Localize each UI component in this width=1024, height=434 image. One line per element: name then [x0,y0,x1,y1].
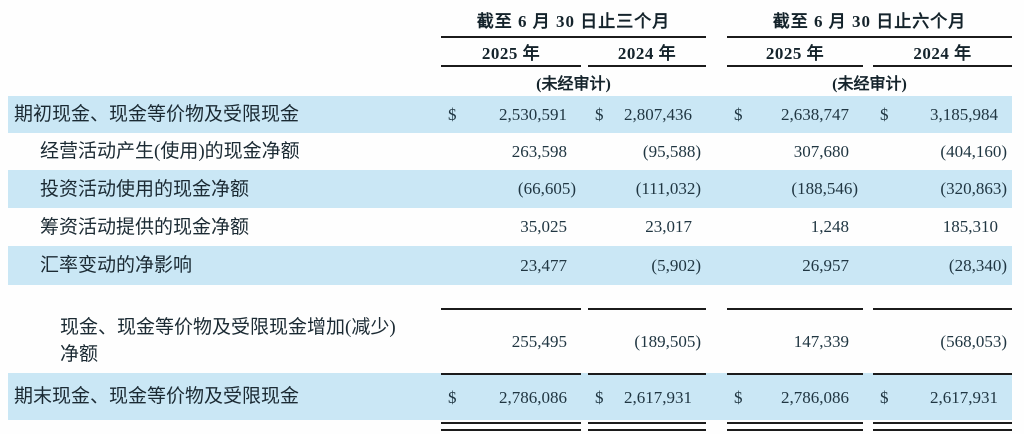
value: (5,902) [651,255,701,275]
table-row-net-increase-decrease: 现金、现金等价物及受限现金增加(减少)净额 255,495 (189,505) … [8,308,1012,373]
row-label: 汇率变动的净影响 [40,255,193,276]
currency-symbol: $ [880,387,889,407]
value-cell: $2,786,086 [441,373,581,420]
value: (95,588) [642,141,701,161]
year-header-2025-h: 2025 年 [727,38,863,67]
value: 263,598 [511,141,567,161]
value: (320,863) [940,179,1007,198]
row-label: 现金、现金等价物及受限现金增加(减少)净额 [60,316,396,365]
table-header-groups: 截至 6 月 30 日止三个月 截至 6 月 30 日止六个月 [8,6,1012,38]
row-spacer [8,285,1012,308]
row-label: 期末现金、现金等价物及受限现金 [14,386,300,407]
value: 2,786,086 [781,387,849,407]
value: 2,617,931 [624,387,692,407]
value: (66,605) [517,179,576,198]
currency-symbol: $ [734,387,743,407]
currency-symbol: $ [595,387,604,407]
value-cell: $2,638,747 [727,96,863,133]
value: 2,530,591 [499,104,567,124]
row-label: 投资活动使用的现金净额 [40,178,250,200]
value: 147,339 [793,331,849,351]
year-header-2025-q: 2025 年 [441,38,581,67]
value: 23,017 [645,217,692,236]
value-cell: $3,185,984 [873,96,1012,133]
value-cell: (5,902) [588,246,706,285]
value: 3,185,984 [930,104,998,124]
value-cell: (66,605) [441,170,581,208]
value: 23,477 [520,255,567,275]
value-cell: 35,025 [441,208,581,246]
double-rule [873,422,1012,431]
value-cell: 255,495 [441,308,581,373]
row-label: 筹资活动提供的现金净额 [40,216,250,238]
table-row-financing-activities: 筹资活动提供的现金净额 35,025 23,017 1,248 185,310 [8,208,1012,246]
value: (188,546) [791,179,858,198]
value: 2,638,747 [781,104,849,124]
value: 2,617,931 [930,387,998,407]
value-cell: $2,530,591 [441,96,581,133]
value-cell: (568,053) [873,308,1012,373]
value-cell: (189,505) [588,308,706,373]
table-header-years: 2025 年 2024 年 2025 年 2024 年 [8,38,1012,67]
currency-symbol: $ [448,104,457,124]
value: (189,505) [634,331,701,351]
value: (568,053) [940,331,1007,351]
value: 2,786,086 [499,387,567,407]
value: 185,310 [942,217,998,236]
table-row-exchange-rate-effect: 汇率变动的净影响 23,477 (5,902) 26,957 (28,340) [8,246,1012,285]
value: 35,025 [520,217,567,236]
value-cell: (28,340) [873,246,1012,285]
value-cell: $2,786,086 [727,373,863,420]
value-cell: (320,863) [873,170,1012,208]
value: 255,495 [511,331,567,351]
column-group-six-months: 截至 6 月 30 日止六个月 [727,6,1012,38]
value-cell: $2,617,931 [873,373,1012,420]
value-cell: 1,248 [727,208,863,246]
value: (28,340) [948,255,1007,275]
value-cell: $2,807,436 [588,96,706,133]
table-row-ending-cash: 期末现金、现金等价物及受限现金 $2,786,086 $2,617,931 $2… [8,373,1012,420]
value-cell: 147,339 [727,308,863,373]
currency-symbol: $ [880,104,889,124]
year-header-2024-q: 2024 年 [588,38,706,67]
value-cell: (188,546) [727,170,863,208]
value: (404,160) [940,141,1007,161]
value: (111,032) [635,179,701,198]
cash-flow-table: 截至 6 月 30 日止三个月 截至 6 月 30 日止六个月 2025 年 2… [8,6,1012,432]
table-row-operating-activities: 经营活动产生(使用)的现金净额 263,598 (95,588) 307,680… [8,133,1012,170]
double-underline-row [8,420,1012,432]
value: 26,957 [802,255,849,275]
row-label: 期初现金、现金等价物及受限现金 [14,104,300,125]
row-label: 经营活动产生(使用)的现金净额 [40,141,300,162]
currency-symbol: $ [448,387,457,407]
value: 1,248 [810,217,849,236]
value-cell: 23,477 [441,246,581,285]
value: 307,680 [793,141,849,161]
table-row-beginning-cash: 期初现金、现金等价物及受限现金 $2,530,591 $2,807,436 $2… [8,96,1012,133]
double-rule [727,422,863,431]
value-cell: $2,617,931 [588,373,706,420]
year-header-2024-h: 2024 年 [873,38,1012,67]
value-cell: 307,680 [727,133,863,170]
unaudited-note-three-months: (未经审计) [536,75,611,93]
table-header-unaudited: (未经审计) (未经审计) [8,67,1012,96]
value: 2,807,436 [624,104,692,124]
value-cell: 26,957 [727,246,863,285]
double-rule [588,422,706,431]
value-cell: 185,310 [873,208,1012,246]
value-cell: (404,160) [873,133,1012,170]
unaudited-note-six-months: (未经审计) [832,75,907,93]
value-cell: (111,032) [588,170,706,208]
double-rule [441,422,581,431]
table-row-investing-activities: 投资活动使用的现金净额 (66,605) (111,032) (188,546)… [8,170,1012,208]
value-cell: 263,598 [441,133,581,170]
column-group-three-months: 截至 6 月 30 日止三个月 [441,6,706,38]
currency-symbol: $ [734,104,743,124]
value-cell: (95,588) [588,133,706,170]
value-cell: 23,017 [588,208,706,246]
currency-symbol: $ [595,104,604,124]
